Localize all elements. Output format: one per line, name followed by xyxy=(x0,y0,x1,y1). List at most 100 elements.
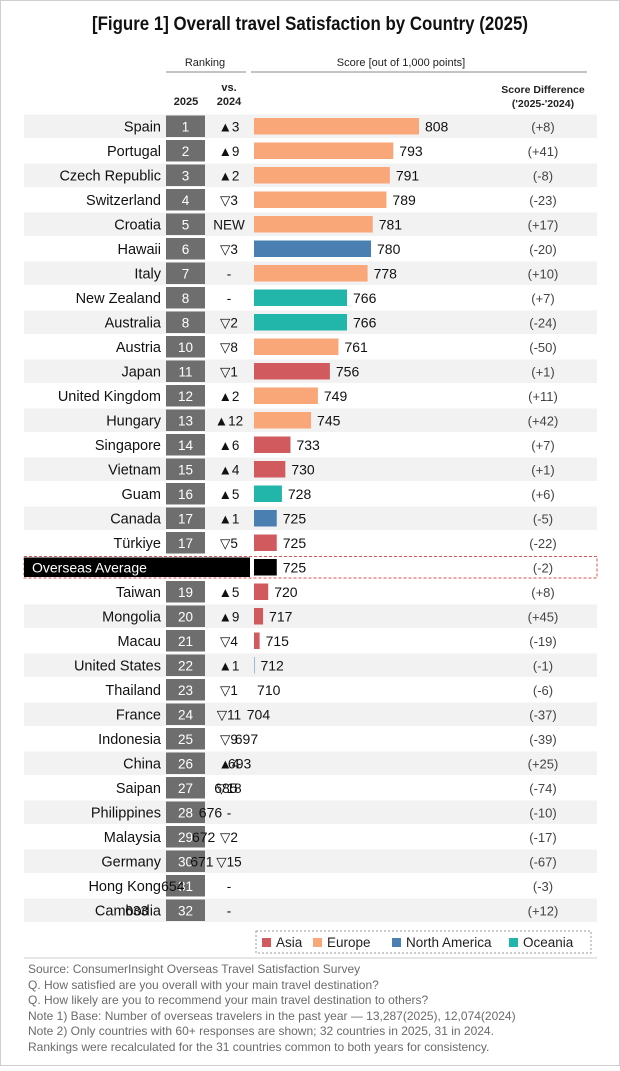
legend-swatch xyxy=(392,938,401,947)
score-diff: (-19) xyxy=(529,634,556,649)
score-diff: (-1) xyxy=(533,658,553,673)
rank-change: ▽3 xyxy=(220,242,238,257)
note-question-1: Q. How satisfied are you overall with yo… xyxy=(28,978,608,994)
header-year-2025: 2025 xyxy=(174,96,198,108)
score-diff: (-17) xyxy=(529,830,556,845)
score-diff: (+8) xyxy=(531,119,554,134)
score-label: 761 xyxy=(344,339,368,355)
rank-change: ▽1 xyxy=(220,683,238,698)
legend-label: North America xyxy=(406,935,492,950)
score-diff: (-74) xyxy=(529,781,556,796)
rank-change: ▽4 xyxy=(220,634,238,649)
note-question-2: Q. How likely are you to recommend your … xyxy=(28,993,608,1009)
rank-change: ▲1 xyxy=(219,511,240,526)
rank-change: ▲2 xyxy=(219,389,240,404)
score-diff: (-2) xyxy=(533,560,553,575)
score-diff: (-23) xyxy=(529,193,556,208)
score-label: 725 xyxy=(283,510,307,526)
score-diff: (+11) xyxy=(528,389,558,404)
score-label: 671 xyxy=(190,853,214,869)
score-label: 685 xyxy=(214,780,238,796)
score-bar xyxy=(254,363,330,380)
country-label: Vietnam xyxy=(108,462,161,478)
score-diff: (-6) xyxy=(533,683,553,698)
score-diff: (+12) xyxy=(528,903,559,918)
row-stripe xyxy=(24,703,597,727)
score-bar xyxy=(254,608,263,625)
rank-value: 4 xyxy=(182,193,190,208)
country-label: Hungary xyxy=(106,413,162,429)
score-diff: (+42) xyxy=(528,413,559,428)
score-label: 715 xyxy=(266,633,290,649)
score-bar xyxy=(254,437,290,454)
rank-value: 11 xyxy=(178,364,192,379)
score-bar xyxy=(254,461,285,478)
score-label: 756 xyxy=(336,363,360,379)
rank-change: ▲9 xyxy=(219,144,240,159)
legend-label: Europe xyxy=(327,935,371,950)
note-source: Source: ConsumerInsight Overseas Travel … xyxy=(28,962,608,978)
score-label: 791 xyxy=(396,167,420,183)
score-label: 808 xyxy=(425,118,449,134)
country-label: Singapore xyxy=(95,438,161,454)
rank-value: 17 xyxy=(178,536,193,551)
country-label: Czech Republic xyxy=(59,168,161,184)
score-bar xyxy=(254,535,277,552)
country-label: Australia xyxy=(105,315,162,331)
rank-change: - xyxy=(227,903,232,918)
country-label: China xyxy=(123,756,162,772)
rank-change: ▲5 xyxy=(219,487,240,502)
score-label: 780 xyxy=(377,241,401,257)
score-diff: (-22) xyxy=(529,536,556,551)
country-label: Macau xyxy=(117,634,161,650)
score-label: 725 xyxy=(283,559,307,575)
score-bar xyxy=(254,265,368,282)
header-ranking: Ranking xyxy=(185,57,225,69)
country-label: Italy xyxy=(134,266,161,282)
rank-value: 24 xyxy=(178,707,194,722)
country-label: Canada xyxy=(110,511,162,527)
score-label: 693 xyxy=(228,755,252,771)
country-label: Germany xyxy=(101,854,161,870)
rank-value: 19 xyxy=(178,585,193,600)
rank-change: ▽2 xyxy=(220,830,238,845)
country-label: Switzerland xyxy=(86,193,161,209)
rank-value: 25 xyxy=(178,732,193,747)
rank-value: 8 xyxy=(182,315,190,330)
rank-value: 2 xyxy=(182,144,190,159)
score-bar xyxy=(254,118,419,135)
header-vs: vs. xyxy=(221,82,236,94)
score-diff: (-24) xyxy=(529,315,556,330)
score-diff: (-50) xyxy=(529,340,556,355)
rank-change: ▲5 xyxy=(219,585,240,600)
score-bar xyxy=(254,314,347,331)
score-label: 745 xyxy=(317,412,341,428)
rank-value: 10 xyxy=(178,340,193,355)
score-diff: (+7) xyxy=(531,291,554,306)
score-diff: (-67) xyxy=(529,854,556,869)
rank-change: ▲2 xyxy=(219,168,240,183)
country-label: Spain xyxy=(124,119,161,135)
score-bar xyxy=(254,388,318,405)
country-label: Philippines xyxy=(91,805,161,821)
score-label: 633 xyxy=(125,902,149,918)
score-bar xyxy=(254,633,260,650)
score-diff: (+1) xyxy=(531,462,554,477)
rank-change: ▲4 xyxy=(219,462,240,477)
country-label: Türkiye xyxy=(113,536,161,552)
rank-value: 8 xyxy=(182,291,190,306)
rank-change: - xyxy=(227,805,232,820)
score-bar xyxy=(254,339,338,356)
rank-value: 23 xyxy=(178,683,193,698)
score-label: 676 xyxy=(199,804,223,820)
score-diff: (+45) xyxy=(528,609,559,624)
rank-change: NEW xyxy=(213,217,245,232)
score-label: 730 xyxy=(291,461,315,477)
rank-value: 16 xyxy=(178,487,193,502)
header-diff-line2: ('2025-'2024) xyxy=(512,98,574,110)
legend-swatch xyxy=(509,938,518,947)
rank-change: ▽5 xyxy=(220,536,238,551)
score-diff: (-10) xyxy=(529,805,556,820)
rank-value: 14 xyxy=(178,438,194,453)
legend-swatch xyxy=(313,938,322,947)
